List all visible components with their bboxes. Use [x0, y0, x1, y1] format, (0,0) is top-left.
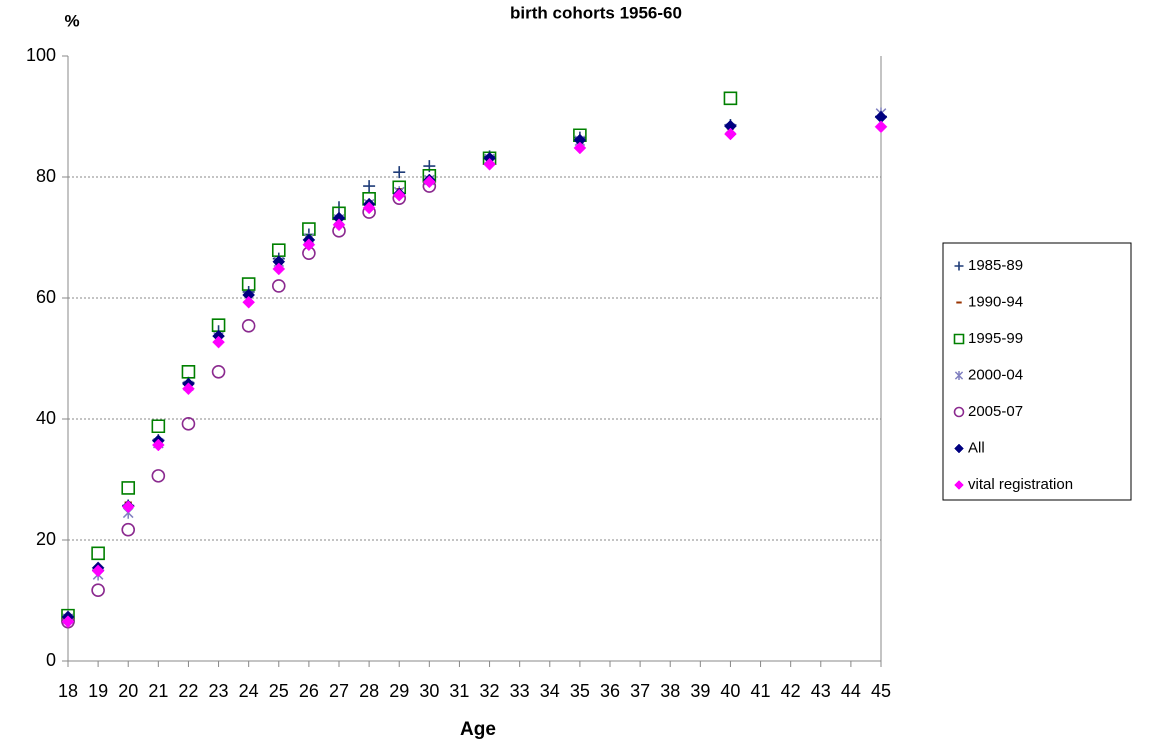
- x-tick-label: 31: [449, 681, 469, 701]
- point: [242, 295, 256, 309]
- x-tick-label: 32: [480, 681, 500, 701]
- series: [61, 179, 437, 629]
- point: [874, 120, 888, 134]
- point: [271, 243, 286, 258]
- point: [211, 318, 226, 333]
- point: [241, 277, 256, 291]
- point: [241, 319, 256, 333]
- x-tick-label: 23: [209, 681, 229, 701]
- series: [61, 120, 888, 629]
- point: [393, 166, 406, 179]
- legend-label: vital registration: [968, 476, 1073, 493]
- legend-marker: [954, 371, 964, 380]
- x-tick-label: 37: [630, 681, 650, 701]
- legend: 1985-89 1990-94 1995-99 2000-04 2005-07 All vi…: [953, 257, 1073, 493]
- x-tick-label: 28: [359, 681, 379, 701]
- legend-box: [942, 242, 1132, 501]
- x-tick-label: 40: [720, 681, 740, 701]
- y-tick-label: 0: [46, 650, 56, 670]
- point: [91, 546, 105, 561]
- x-tick-label: 45: [871, 681, 891, 701]
- x-tick-label: 36: [600, 681, 620, 701]
- point: [573, 141, 587, 155]
- legend-marker: [953, 333, 965, 345]
- x-tick-label: 34: [540, 681, 560, 701]
- point: [422, 175, 436, 189]
- x-tick-label: 35: [570, 681, 590, 701]
- point: [91, 583, 105, 598]
- point: [271, 279, 286, 293]
- point: [151, 469, 166, 483]
- x-tick-label: 43: [811, 681, 831, 701]
- x-tick-label: 20: [118, 681, 138, 701]
- legend-marker: [954, 480, 964, 490]
- x-tick-label: 27: [329, 681, 349, 701]
- legend-marker: [953, 406, 965, 418]
- legend-marker: [954, 443, 964, 454]
- point: [483, 157, 496, 171]
- point: [121, 481, 136, 495]
- legend-label: 2000-04: [968, 366, 1023, 383]
- point: [272, 262, 286, 276]
- x-tick-label: 24: [239, 681, 259, 701]
- x-tick-label: 42: [781, 681, 801, 701]
- point: [302, 246, 316, 261]
- point: [151, 438, 165, 452]
- y-axis-title: %: [64, 11, 79, 30]
- x-tick-label: 38: [660, 681, 680, 701]
- y-tick-label: 60: [36, 287, 56, 307]
- point: [61, 615, 75, 629]
- point: [211, 365, 226, 379]
- series: [62, 110, 887, 625]
- point: [181, 365, 196, 379]
- legend-label: 2005-07: [968, 403, 1023, 420]
- legend-marker: [954, 261, 964, 271]
- x-tick-label: 44: [841, 681, 861, 701]
- x-axis-title: Age: [460, 719, 496, 740]
- point: [573, 128, 587, 143]
- point: [332, 206, 346, 221]
- x-tick-label: 22: [178, 681, 198, 701]
- x-tick-label: 41: [751, 681, 771, 701]
- point: [121, 522, 136, 537]
- x-tick-label: 39: [690, 681, 710, 701]
- legend-label: 1995-99: [968, 330, 1023, 347]
- series: [64, 116, 885, 620]
- point: [392, 180, 407, 195]
- x-tick-label: 33: [510, 681, 530, 701]
- x-tick-label: 18: [58, 681, 78, 701]
- x-tick-label: 19: [88, 681, 108, 701]
- point: [723, 91, 738, 106]
- x-tick-label: 21: [148, 681, 168, 701]
- y-tick-label: 40: [36, 408, 56, 428]
- point: [362, 191, 376, 206]
- series: [61, 110, 888, 624]
- x-tick-label: 29: [389, 681, 409, 701]
- point: [363, 180, 376, 193]
- x-tick-label: 26: [299, 681, 319, 701]
- point: [91, 564, 105, 578]
- x-tick-label: 25: [269, 681, 289, 701]
- point: [212, 335, 225, 349]
- legend-label: All: [968, 439, 985, 456]
- y-tick-label: 80: [36, 166, 56, 186]
- point: [332, 218, 346, 232]
- point: [362, 201, 376, 215]
- point: [392, 188, 406, 202]
- point: [724, 127, 737, 141]
- point: [151, 419, 166, 434]
- x-tick-label: 30: [419, 681, 439, 701]
- legend-label: 1985-89: [968, 257, 1023, 274]
- point: [302, 222, 316, 236]
- point: [182, 382, 195, 396]
- y-tick-label: 20: [36, 529, 56, 549]
- y-tick-label: 100: [26, 45, 56, 65]
- point: [302, 238, 316, 252]
- legend-label: 1990-94: [968, 293, 1023, 310]
- point: [121, 500, 135, 514]
- point: [181, 417, 196, 431]
- chart-title: birth cohorts 1956-60: [510, 3, 682, 22]
